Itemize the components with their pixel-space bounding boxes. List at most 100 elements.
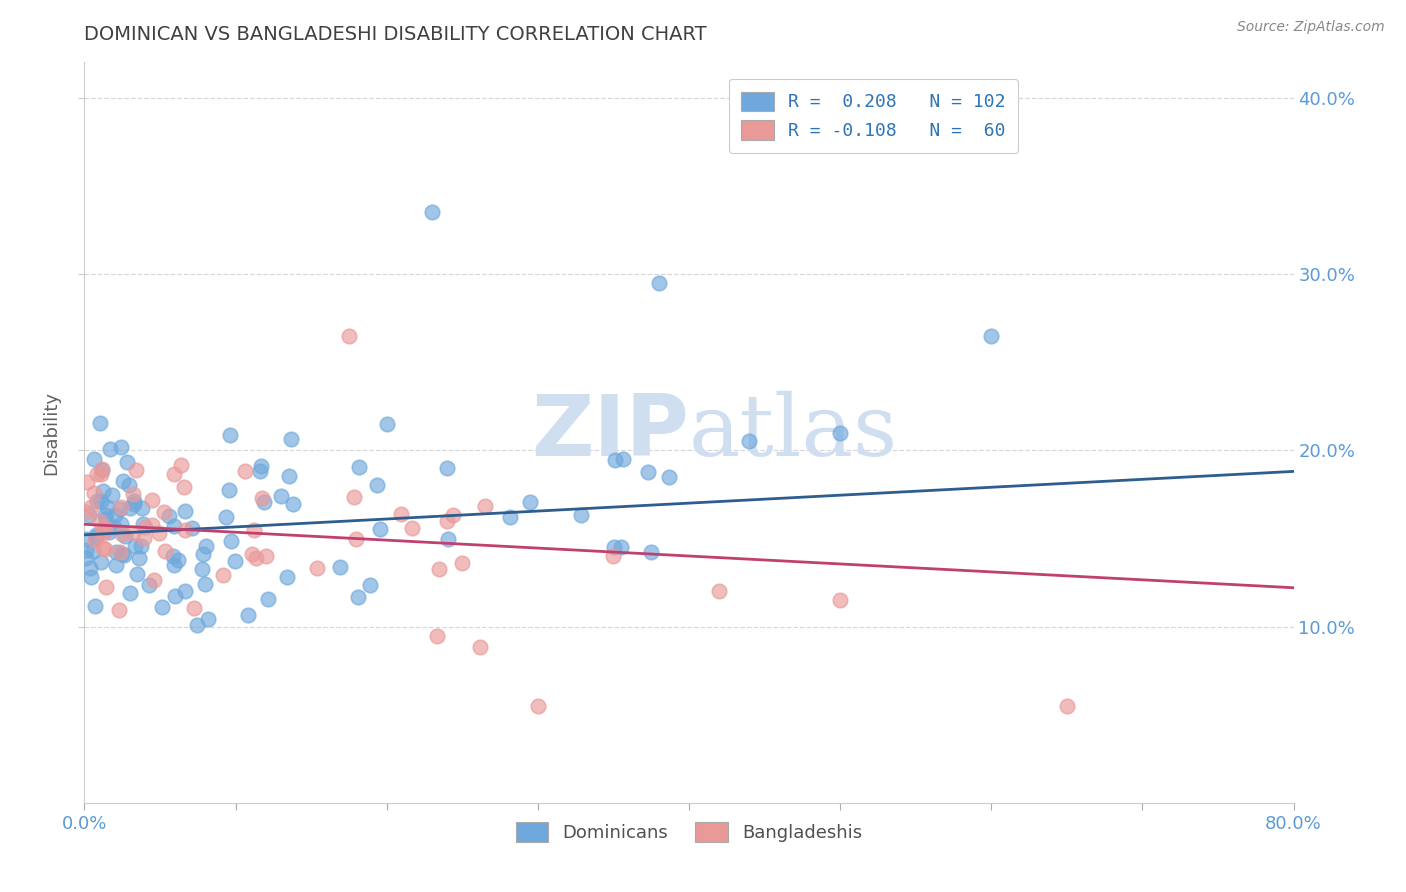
Point	[87, 514, 110, 528]
Point	[242, 524, 264, 538]
Point	[138, 577, 160, 591]
Point	[498, 510, 520, 524]
Point	[738, 434, 761, 449]
Point	[91, 541, 114, 556]
Point	[173, 479, 195, 493]
Point	[427, 562, 450, 576]
Point	[527, 698, 550, 713]
Point	[443, 508, 465, 523]
Point	[129, 539, 152, 553]
Point	[118, 478, 141, 492]
Point	[437, 533, 460, 547]
Point	[98, 442, 121, 456]
Point	[183, 600, 205, 615]
Point	[111, 547, 134, 561]
Point	[103, 520, 125, 534]
Point	[162, 558, 184, 573]
Point	[91, 483, 114, 498]
Point	[115, 455, 138, 469]
Point	[436, 514, 458, 528]
Point	[174, 583, 197, 598]
Point	[368, 522, 391, 536]
Point	[174, 504, 197, 518]
Point	[86, 493, 108, 508]
Point	[83, 533, 105, 548]
Legend: Dominicans, Bangladeshis: Dominicans, Bangladeshis	[509, 815, 869, 849]
Point	[132, 531, 155, 545]
Point	[219, 428, 242, 442]
Point	[640, 544, 662, 558]
Point	[347, 459, 370, 474]
Point	[162, 549, 184, 563]
Point	[104, 508, 127, 523]
Point	[1056, 698, 1078, 713]
Point	[305, 561, 328, 575]
Point	[148, 525, 170, 540]
Point	[75, 505, 97, 519]
Point	[980, 328, 1002, 343]
Point	[240, 547, 263, 561]
Point	[105, 545, 128, 559]
Point	[211, 568, 233, 582]
Point	[254, 549, 277, 563]
Point	[82, 544, 104, 558]
Point	[218, 483, 240, 497]
Point	[131, 517, 153, 532]
Point	[337, 328, 360, 343]
Point	[141, 518, 163, 533]
Point	[96, 580, 118, 594]
Point	[80, 570, 103, 584]
Text: DOMINICAN VS BANGLADESHI DISABILITY CORRELATION CHART: DOMINICAN VS BANGLADESHI DISABILITY CORR…	[84, 25, 707, 45]
Point	[118, 500, 141, 515]
Point	[245, 551, 267, 566]
Point	[194, 577, 217, 591]
Point	[122, 487, 145, 501]
Point	[105, 558, 128, 573]
Point	[375, 417, 398, 431]
Point	[450, 556, 472, 570]
Point	[84, 530, 107, 544]
Point	[75, 542, 97, 557]
Point	[163, 518, 186, 533]
Point	[77, 508, 100, 523]
Point	[134, 519, 156, 533]
Point	[347, 591, 370, 605]
Point	[468, 640, 491, 654]
Point	[153, 505, 176, 519]
Point	[343, 490, 366, 504]
Point	[89, 416, 111, 430]
Point	[80, 500, 103, 515]
Point	[75, 551, 97, 566]
Point	[83, 599, 105, 613]
Point	[76, 475, 98, 489]
Point	[101, 488, 124, 502]
Point	[170, 458, 193, 472]
Point	[90, 462, 112, 476]
Point	[84, 528, 107, 542]
Point	[474, 499, 496, 513]
Point	[280, 433, 302, 447]
Text: Source: ZipAtlas.com: Source: ZipAtlas.com	[1237, 20, 1385, 34]
Point	[97, 525, 120, 540]
Point	[250, 458, 273, 473]
Point	[108, 501, 131, 516]
Point	[111, 527, 134, 541]
Point	[366, 478, 388, 492]
Point	[124, 493, 146, 508]
Point	[122, 497, 145, 511]
Point	[709, 584, 731, 599]
Point	[110, 440, 132, 454]
Point	[150, 599, 173, 614]
Point	[141, 493, 163, 508]
Point	[389, 508, 412, 522]
Point	[329, 560, 352, 574]
Point	[250, 491, 273, 505]
Point	[112, 474, 135, 488]
Point	[186, 618, 208, 632]
Point	[94, 508, 117, 523]
Point	[233, 464, 256, 478]
Point	[91, 463, 114, 477]
Point	[75, 532, 97, 546]
Point	[214, 510, 236, 524]
Point	[426, 629, 449, 643]
